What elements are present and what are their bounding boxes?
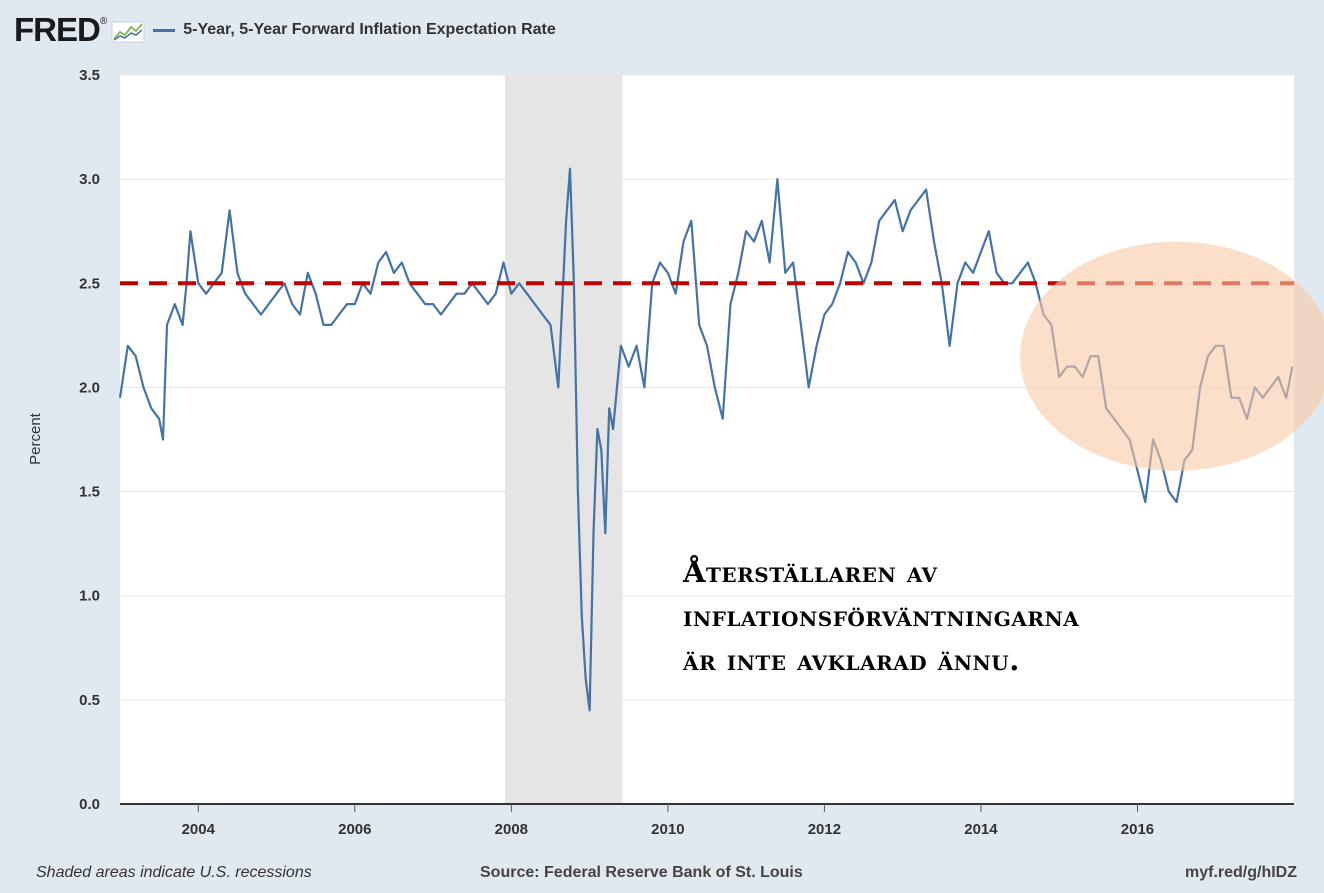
annotation-text: Återställaren av inflationsförväntningar…: [683, 555, 1080, 677]
short-url-link[interactable]: myf.red/g/hIDZ: [1184, 864, 1297, 881]
x-tick-label: 2014: [964, 821, 998, 838]
chart-title: 5-Year, 5-Year Forward Inflation Expecta…: [183, 21, 556, 38]
x-tick-label: 2012: [808, 821, 841, 838]
y-tick-label: 1.5: [79, 484, 100, 501]
registered-mark: ®: [99, 16, 108, 27]
x-tick-label: 2016: [1121, 821, 1154, 838]
y-tick-label: 2.5: [79, 275, 100, 292]
fred-logo[interactable]: FRED: [14, 11, 101, 48]
chart-header: FRED ® 5-Year, 5-Year Forward Inflation …: [14, 10, 556, 50]
highlight-ellipse: [1020, 241, 1324, 471]
y-tick-label: 3.5: [79, 67, 100, 84]
y-tick-label: 0.0: [79, 796, 100, 813]
legend-swatch: [153, 28, 176, 32]
x-tick-label: 2006: [338, 821, 371, 838]
x-tick-label: 2004: [182, 821, 216, 838]
recession-band: [505, 75, 623, 804]
y-tick-label: 3.0: [79, 171, 100, 188]
recession-note: Shaded areas indicate U.S. recessions: [36, 864, 312, 881]
x-tick-label: 2010: [651, 821, 684, 838]
mini-line-chart-icon: [111, 21, 145, 43]
y-tick-label: 2.0: [79, 379, 100, 396]
y-axis-label: Percent: [27, 412, 44, 465]
y-tick-label: 0.5: [79, 692, 100, 709]
source-note[interactable]: Source: Federal Reserve Bank of St. Loui…: [480, 864, 803, 881]
y-tick-label: 1.0: [79, 588, 100, 605]
x-tick-label: 2008: [495, 821, 528, 838]
